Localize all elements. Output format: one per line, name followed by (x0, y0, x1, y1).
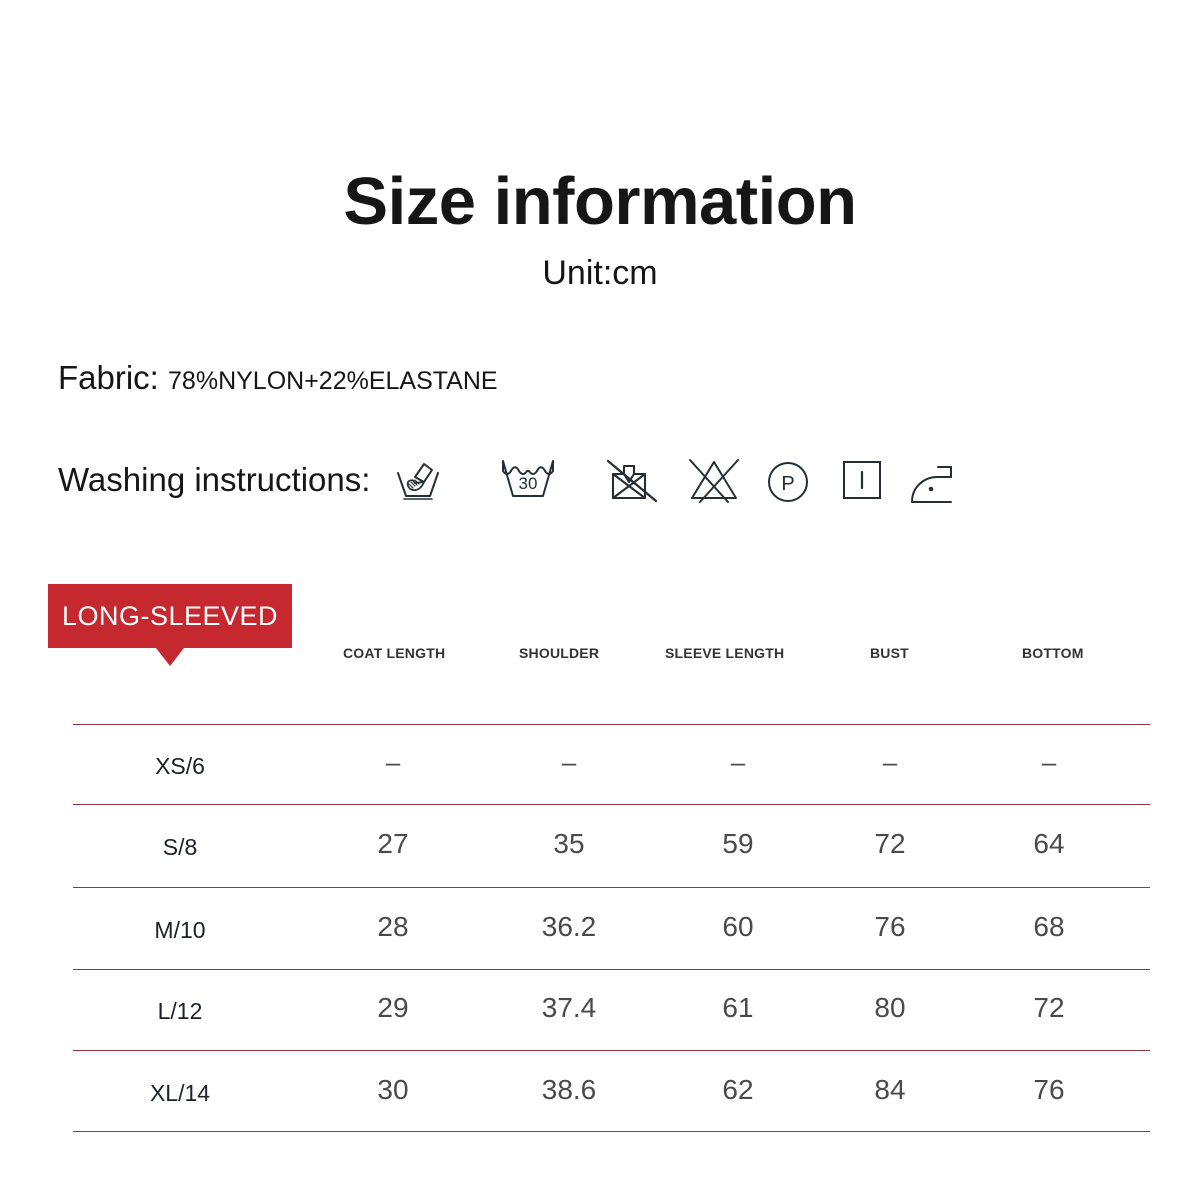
svg-text:30: 30 (519, 474, 538, 493)
svg-text:P: P (781, 473, 794, 495)
